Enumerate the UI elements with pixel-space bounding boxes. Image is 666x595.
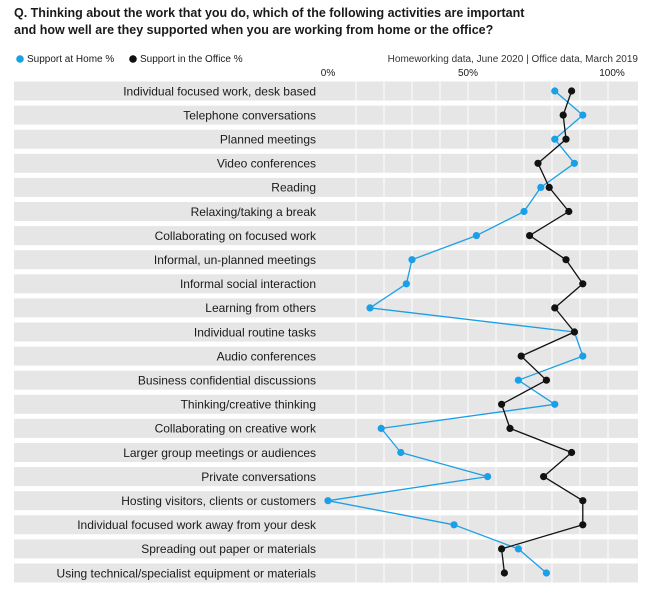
- data-point-office: [570, 328, 579, 336]
- data-point-office: [540, 473, 548, 481]
- category-label: Learning from others: [205, 301, 316, 315]
- row-band: [14, 129, 638, 149]
- category-label: Collaborating on creative work: [155, 422, 317, 436]
- row-band: [14, 443, 638, 462]
- x-axis-ticks: 0% 50% 100%: [321, 68, 625, 79]
- row-bands: [14, 81, 638, 583]
- data-point-office: [559, 111, 567, 119]
- category-label: Individual focused work, desk based: [123, 84, 316, 98]
- row-band: [14, 346, 638, 366]
- row-band: [14, 467, 638, 487]
- row-band: [14, 563, 638, 583]
- category-label: Individual routine tasks: [194, 325, 316, 339]
- row-band: [14, 250, 638, 270]
- data-point-office: [568, 448, 576, 457]
- data-point-office: [562, 256, 570, 264]
- data-point-office: [526, 232, 534, 240]
- row-band: [14, 298, 638, 318]
- data-point-office: [565, 207, 573, 216]
- data-point-office: [579, 521, 587, 529]
- data-point-home: [514, 545, 523, 553]
- row-band: [14, 539, 638, 559]
- data-point-home: [520, 207, 528, 216]
- data-point-office: [545, 183, 553, 191]
- legend-marker-home: [16, 55, 24, 63]
- data-point-home: [542, 569, 551, 577]
- category-label: Informal, un-planned meetings: [154, 253, 316, 267]
- data-point-home: [570, 159, 579, 167]
- legend: Support at Home % Support in the Office …: [16, 54, 243, 65]
- category-label: Informal social interaction: [180, 277, 316, 291]
- chart-title-line-2: and how well are they supported when you…: [14, 23, 493, 37]
- data-point-home: [484, 473, 492, 481]
- category-label: Using technical/specialist equipment or …: [57, 566, 316, 580]
- source-note: Homeworking data, June 2020 | Office dat…: [388, 54, 639, 65]
- category-label: Individual focused work away from your d…: [77, 518, 317, 532]
- data-point-home: [402, 280, 410, 288]
- x-tick-label: 50%: [458, 68, 478, 79]
- row-band: [14, 515, 638, 535]
- category-label: Audio conferences: [217, 349, 316, 363]
- legend-marker-office: [129, 55, 137, 63]
- row-band: [14, 370, 638, 390]
- data-point-office: [500, 569, 508, 577]
- row-band: [14, 153, 638, 173]
- category-label: Business confidential discussions: [138, 374, 316, 388]
- category-label: Larger group meetings or audiences: [123, 446, 316, 460]
- row-band: [14, 226, 638, 246]
- legend-label-home: Support at Home %: [27, 54, 114, 65]
- data-point-home: [472, 232, 480, 240]
- data-point-home: [551, 400, 559, 408]
- chart-title-line-1: Q. Thinking about the work that you do, …: [14, 6, 525, 20]
- data-point-office: [579, 280, 587, 288]
- data-point-home: [579, 352, 587, 360]
- row-band: [14, 394, 638, 414]
- series-lines: [324, 87, 587, 577]
- category-label: Planned meetings: [220, 133, 316, 147]
- data-point-home: [514, 376, 523, 384]
- category-label: Relaxing/taking a break: [191, 205, 317, 219]
- data-point-home: [324, 497, 332, 505]
- category-label: Spreading out paper or materials: [141, 542, 316, 556]
- data-point-home: [397, 448, 405, 457]
- row-band: [14, 322, 638, 342]
- row-band: [14, 274, 638, 294]
- data-point-office: [579, 497, 587, 505]
- x-tick-label: 0%: [321, 68, 336, 79]
- category-label: Hosting visitors, clients or customers: [121, 494, 316, 508]
- data-point-home: [579, 111, 587, 119]
- category-labels: Individual focused work, desk based Telep…: [57, 84, 317, 580]
- data-point-office: [551, 304, 559, 312]
- data-point-home: [450, 521, 458, 529]
- legend-label-office: Support in the Office %: [140, 54, 243, 65]
- data-point-office: [517, 352, 525, 360]
- data-point-home: [537, 183, 545, 191]
- data-point-office: [542, 376, 551, 384]
- category-label: Thinking/creative thinking: [181, 398, 316, 412]
- category-label: Video conferences: [217, 157, 316, 171]
- data-point-home: [377, 424, 385, 432]
- row-band: [14, 202, 638, 221]
- data-point-office: [498, 545, 506, 553]
- category-label: Telephone conversations: [183, 108, 316, 122]
- x-tick-label: 100%: [599, 68, 625, 79]
- series-office: [498, 87, 587, 577]
- data-point-office: [506, 424, 514, 432]
- row-band: [14, 81, 638, 101]
- data-point-office: [562, 135, 570, 143]
- category-label: Collaborating on focused work: [155, 229, 317, 243]
- data-point-office: [568, 87, 576, 95]
- data-point-home: [551, 87, 559, 95]
- data-point-home: [408, 256, 416, 264]
- row-band: [14, 105, 638, 125]
- data-point-office: [498, 400, 506, 408]
- category-label: Reading: [271, 181, 316, 195]
- row-band: [14, 418, 638, 438]
- category-label: Private conversations: [201, 470, 316, 484]
- data-point-home: [366, 304, 374, 312]
- data-point-home: [551, 135, 559, 143]
- data-point-office: [534, 159, 542, 167]
- row-band: [14, 177, 638, 197]
